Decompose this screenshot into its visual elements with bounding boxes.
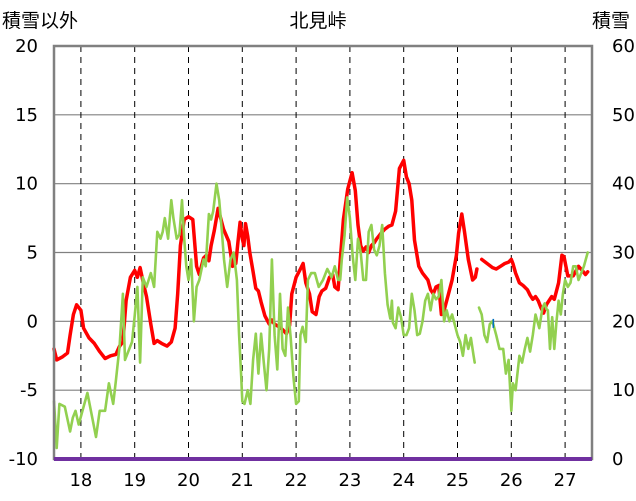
x-tick-label: 18 bbox=[69, 470, 92, 491]
y-left-tick-label: -5 bbox=[20, 380, 38, 401]
x-tick-label: 20 bbox=[177, 470, 200, 491]
x-tick-label: 19 bbox=[123, 470, 146, 491]
series-line-green bbox=[477, 251, 590, 413]
y-right-tick-label: 50 bbox=[612, 105, 635, 126]
left-axis-label: 積雪以外 bbox=[2, 10, 79, 32]
y-right-tick-label: 10 bbox=[612, 380, 635, 401]
series-line-green bbox=[52, 182, 477, 450]
y-left-tick-label: -10 bbox=[9, 449, 38, 470]
y-left-tick-label: 0 bbox=[27, 311, 38, 332]
y-right-tick-label: 40 bbox=[612, 174, 635, 195]
x-tick-label: 26 bbox=[500, 470, 523, 491]
y-right-tick-label: 30 bbox=[612, 243, 635, 264]
x-tick-label: 25 bbox=[446, 470, 469, 491]
x-tick-label: 24 bbox=[392, 470, 415, 491]
chart-title: 北見峠 bbox=[289, 10, 347, 32]
x-tick-label: 23 bbox=[338, 470, 361, 491]
series-line-red bbox=[479, 253, 590, 315]
y-left-tick-label: 10 bbox=[15, 174, 38, 195]
tick-labels: 18 19 20 21 22 23 24 25 26 27 -10 -5 0 5 10 15 20 0 10 20 30… bbox=[9, 36, 635, 491]
x-tick-label: 27 bbox=[554, 470, 577, 491]
x-tick-label: 22 bbox=[285, 470, 308, 491]
y-right-tick-label: 20 bbox=[612, 311, 635, 332]
x-tick-label: 21 bbox=[231, 470, 254, 491]
y-left-tick-label: 5 bbox=[27, 243, 38, 264]
y-right-tick-label: 60 bbox=[612, 36, 635, 57]
series-line-red bbox=[52, 158, 479, 362]
y-right-tick-label: 0 bbox=[612, 449, 623, 470]
y-left-tick-label: 20 bbox=[15, 36, 38, 57]
y-left-tick-label: 15 bbox=[15, 105, 38, 126]
right-axis-label: 積雪 bbox=[591, 10, 630, 32]
series-lines bbox=[52, 158, 590, 450]
